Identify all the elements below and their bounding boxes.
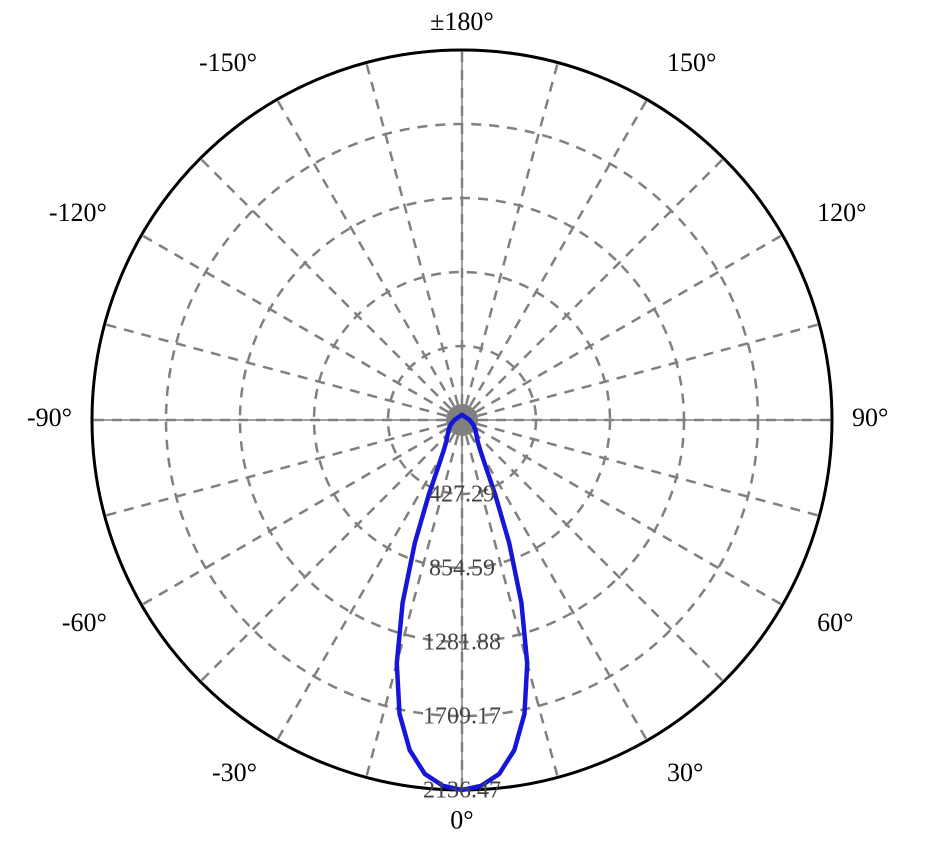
radial-label: 854.59 xyxy=(429,556,495,582)
center-cap xyxy=(446,404,478,436)
radial-label: 1709.17 xyxy=(423,704,501,730)
angle-label: 120° xyxy=(817,198,866,227)
angle-label: -30° xyxy=(212,758,257,787)
angle-label: 60° xyxy=(817,608,853,637)
polar-grid xyxy=(92,50,832,790)
polar-chart: 427.29 854.59 1281.88 1709.17 2136.47 ±180° 15… xyxy=(0,0,925,858)
angle-label: -120° xyxy=(49,198,107,227)
angle-label: 150° xyxy=(667,48,716,77)
radial-label: 1281.88 xyxy=(423,630,501,656)
angle-label: 30° xyxy=(667,758,703,787)
radial-label: 427.29 xyxy=(429,482,495,508)
angle-label: ±180° xyxy=(430,7,494,36)
angle-label: -90° xyxy=(27,403,72,432)
angle-label: 0° xyxy=(450,805,473,834)
radial-label: 2136.47 xyxy=(423,778,501,804)
angle-label: 90° xyxy=(852,403,888,432)
angle-label: -60° xyxy=(62,608,107,637)
angle-label: -150° xyxy=(199,48,257,77)
